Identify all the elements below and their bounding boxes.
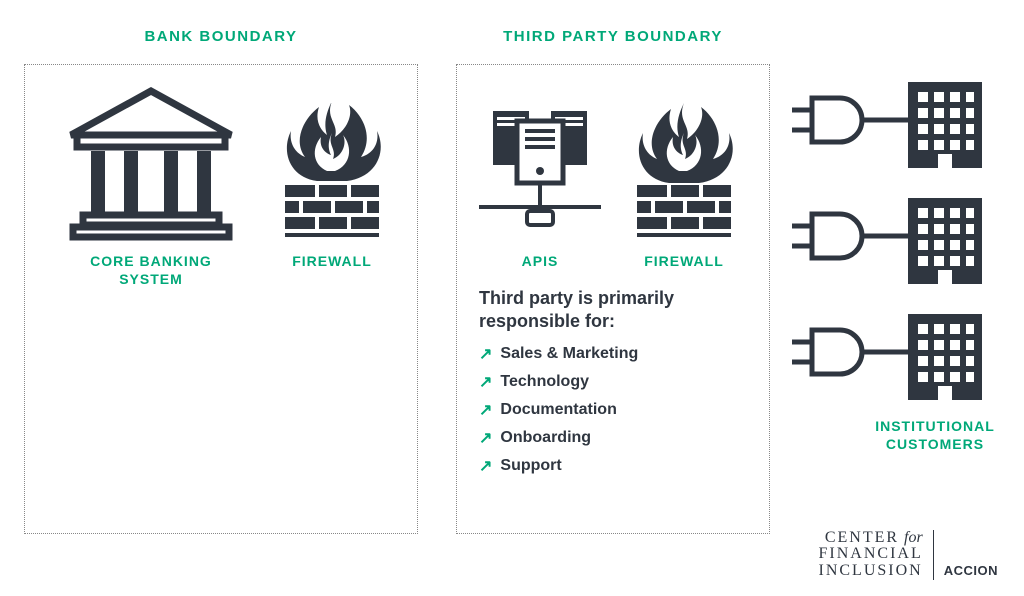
firewall-label-bank: FIREWALL <box>277 253 387 271</box>
institutional-customers-label: INSTITUTIONAL CUSTOMERS <box>870 418 1000 453</box>
arrow-icon: ↗ <box>479 372 492 392</box>
resp-item-0: ↗ Sales & Marketing <box>479 344 749 364</box>
cfi-line1-b: for <box>904 529 923 546</box>
firewall-icon-bank <box>277 103 387 243</box>
firewall-icon-third <box>629 103 739 243</box>
responsibilities-heading: Third party is primarily responsible for… <box>479 287 749 334</box>
bank-building-icon <box>61 87 241 245</box>
apis-servers-icon <box>475 111 605 241</box>
plug-building-icon-3 <box>790 308 1000 408</box>
bank-boundary-title: BANK BOUNDARY <box>24 28 418 45</box>
resp-item-4: ↗ Support <box>479 456 749 476</box>
resp-item-1: ↗ Technology <box>479 372 749 392</box>
resp-item-2: ↗ Documentation <box>479 400 749 420</box>
responsibilities-list: ↗ Sales & Marketing ↗ Technology ↗ Document… <box>479 344 749 476</box>
cfi-line3: INCLUSION <box>819 563 923 580</box>
arrow-icon: ↗ <box>479 456 492 476</box>
firewall-label-third: FIREWALL <box>629 253 739 271</box>
resp-item-label: Support <box>500 457 561 475</box>
third-party-boundary-title: THIRD PARTY BOUNDARY <box>456 28 770 45</box>
cfi-line2: FINANCIAL <box>819 546 923 563</box>
bank-boundary-box: CORE BANKING SYSTEM FIR <box>24 64 418 534</box>
arrow-icon: ↗ <box>479 344 492 364</box>
arrow-icon: ↗ <box>479 428 492 448</box>
cfi-logo-text: CENTER for FINANCIAL INCLUSION <box>819 530 934 580</box>
resp-item-label: Technology <box>500 373 589 391</box>
accion-logo-text: ACCION <box>944 563 998 580</box>
institutional-customers-column: INSTITUTIONAL CUSTOMERS <box>790 76 1000 453</box>
apis-label: APIS <box>475 253 605 271</box>
arrow-icon: ↗ <box>479 400 492 420</box>
diagram-canvas: BANK BOUNDARY THIRD PARTY BOUNDARY CORE … <box>0 0 1024 596</box>
core-banking-label: CORE BANKING SYSTEM <box>61 253 241 288</box>
cfi-line1-a: CENTER <box>825 529 899 546</box>
plug-building-icon-2 <box>790 192 1000 292</box>
third-party-boundary-box: APIS FIREWALL Third party is primari <box>456 64 770 534</box>
plug-building-icon-1 <box>790 76 1000 176</box>
resp-item-label: Sales & Marketing <box>500 345 638 363</box>
resp-item-3: ↗ Onboarding <box>479 428 749 448</box>
resp-item-label: Documentation <box>500 401 616 419</box>
footer-logo: CENTER for FINANCIAL INCLUSION ACCION <box>819 530 999 580</box>
resp-item-label: Onboarding <box>500 429 591 447</box>
